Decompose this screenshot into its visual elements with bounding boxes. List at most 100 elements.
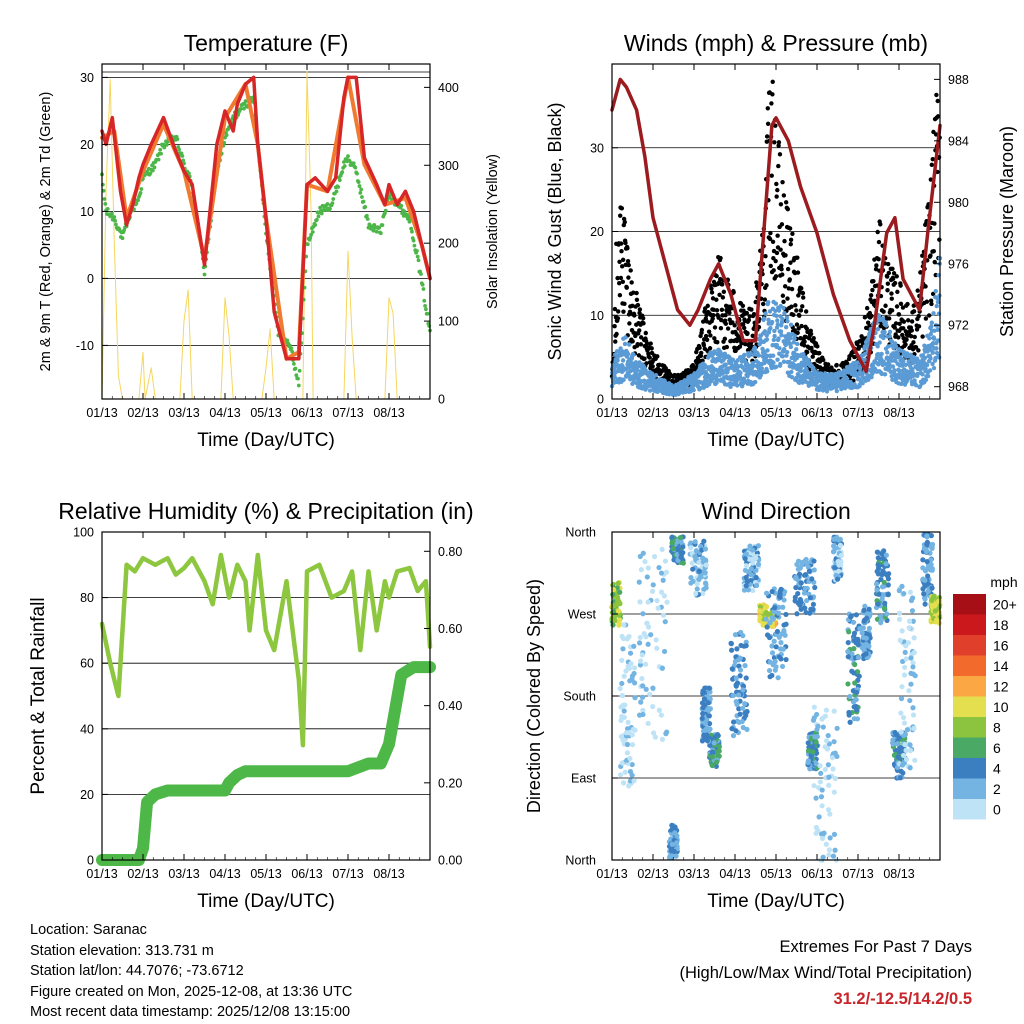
direction-point [852, 661, 858, 668]
gust-point [800, 290, 806, 296]
gust-point [615, 316, 621, 321]
wind-point [935, 338, 941, 343]
dewpoint-dot [357, 184, 362, 188]
wind-point [844, 375, 849, 381]
direction-point [744, 579, 750, 585]
gust-point [714, 297, 719, 302]
gust-point [875, 229, 880, 235]
wind-point [834, 388, 840, 394]
direction-point [743, 563, 749, 569]
dewpoint-dot [308, 236, 313, 240]
direction-point [701, 696, 707, 702]
direction-point [866, 625, 872, 632]
wind-point [784, 349, 790, 355]
gust-point [865, 320, 871, 325]
gust-point [892, 280, 898, 286]
direction-point [908, 681, 914, 687]
gust-point [885, 261, 891, 267]
wind-point [923, 366, 928, 372]
dewpoint-dot [411, 238, 416, 243]
wind-point [882, 372, 888, 377]
gust-point [709, 286, 714, 291]
gust-point [625, 259, 631, 264]
direction-point [838, 552, 845, 559]
chart-title: Temperature (F) [184, 30, 349, 56]
dewpoint-dot [334, 189, 339, 194]
gust-point [710, 316, 715, 321]
gust-point [777, 152, 783, 157]
gust-point [891, 271, 897, 276]
chart-title: Wind Direction [701, 498, 851, 524]
chart-title: Relative Humidity (%) & Precipitation (i… [58, 498, 473, 524]
dewpoint-dot [321, 208, 326, 212]
gust-point [635, 302, 641, 308]
gust-point [781, 193, 787, 198]
direction-point [643, 634, 649, 640]
direction-point [753, 555, 759, 561]
direction-point [899, 684, 905, 690]
gust-point [706, 329, 712, 334]
y-tick-label: North [565, 854, 596, 868]
dewpoint-dot [336, 185, 341, 189]
wind-point [783, 325, 789, 330]
gust-point [700, 319, 706, 324]
direction-point [619, 633, 625, 639]
x-tick-label: 01/13 [596, 867, 627, 881]
direction-point [880, 568, 886, 574]
gust-point [856, 344, 862, 349]
direction-point [674, 546, 680, 552]
gust-point [889, 291, 894, 296]
dewpoint-dot [296, 376, 300, 381]
direction-point [837, 542, 844, 548]
y-tick-label: 0 [597, 393, 604, 407]
wind-point [711, 370, 716, 376]
gust-point [764, 283, 769, 288]
wind-point [788, 322, 794, 328]
gust-point [785, 206, 791, 212]
gust-point [628, 268, 633, 273]
gust-point [795, 255, 800, 260]
y-tick-label: 0 [87, 854, 94, 868]
wind-point [763, 311, 768, 316]
gust-point [884, 274, 890, 279]
wind-point [855, 360, 860, 365]
wind-point [884, 323, 889, 328]
direction-point [817, 763, 823, 769]
direction-point [823, 738, 830, 744]
direction-point [885, 592, 891, 598]
gust-point [625, 245, 630, 251]
wind-point [933, 289, 938, 294]
legend-title: mph [990, 574, 1017, 590]
direction-point [736, 692, 742, 698]
figure-created: Figure created on Mon, 2025-12-08, at 13… [30, 983, 353, 1000]
gust-point [779, 267, 784, 272]
direction-point [910, 618, 916, 624]
wind-point [788, 335, 793, 341]
gust-point [641, 321, 646, 326]
gust-point [699, 327, 705, 333]
gust-point [798, 308, 804, 313]
direction-point [728, 647, 735, 653]
gust-point [878, 222, 883, 227]
direction-point [743, 583, 749, 589]
gust-point [648, 341, 653, 346]
direction-point [859, 630, 865, 636]
wind-point [899, 381, 904, 387]
direction-point [624, 741, 631, 748]
direction-point [849, 668, 855, 674]
direction-point [707, 742, 713, 748]
direction-point [621, 673, 627, 679]
gust-point [629, 280, 634, 285]
wind-point [773, 364, 779, 369]
direction-point [875, 601, 881, 607]
direction-point [847, 693, 853, 700]
direction-point [902, 731, 909, 737]
direction-point [677, 534, 683, 541]
y-tick-label: South [563, 690, 596, 704]
gust-point [870, 287, 875, 293]
gust-point [834, 362, 839, 368]
direction-point [767, 619, 773, 626]
gust-point [790, 231, 795, 236]
wind-point [775, 318, 780, 323]
gust-point [928, 298, 934, 303]
